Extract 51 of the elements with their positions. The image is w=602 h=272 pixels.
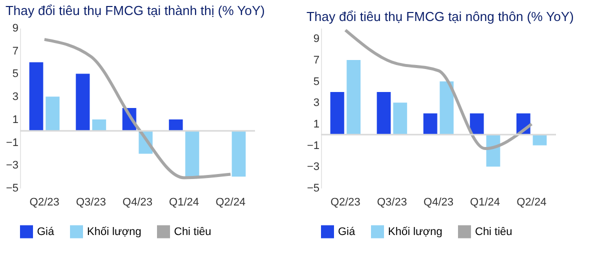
chart-title: Thay đổi tiêu thụ FMCG tại nông thôn (% YoY) (306, 9, 574, 24)
y-tick-label: 7 (12, 45, 18, 58)
y-tick-label: −3 (306, 161, 320, 174)
y-tick-label: 5 (12, 68, 18, 80)
legend-label: Chi tiêu (475, 226, 512, 238)
x-tick-label: Q3/23 (376, 196, 407, 208)
y-tick-label: −5 (6, 182, 18, 194)
bar (393, 102, 408, 135)
line-series (42, 38, 232, 180)
bar (376, 92, 391, 135)
y-tick-label: −5 (306, 182, 320, 194)
y-tick-label: 1 (12, 114, 18, 126)
y-tick-label: 9 (12, 22, 18, 34)
bar (330, 92, 344, 135)
x-tick-label: Q2/24 (216, 196, 246, 208)
x-tick-label: Q4/23 (122, 196, 152, 208)
y-tick-label: 5 (313, 76, 320, 88)
y-tick-label: 3 (12, 91, 18, 104)
legend-label: Giá (338, 226, 356, 238)
legend-label: Giá (37, 226, 55, 238)
bar (29, 62, 44, 131)
x-tick-label: Q3/23 (76, 196, 106, 208)
legend-label: Khối lượng (87, 226, 142, 238)
bar (76, 74, 90, 131)
bar (470, 113, 484, 135)
legend-label: Khối lượng (388, 226, 442, 238)
y-tick-label: −1 (306, 140, 320, 152)
x-tick-label: Q2/24 (516, 196, 547, 208)
x-tick-label: Q4/23 (424, 196, 454, 208)
x-tick-label: Q1/24 (470, 196, 500, 208)
bar (346, 60, 361, 135)
y-tick-label: 7 (313, 54, 320, 66)
legend-label: Chi tiêu (174, 226, 212, 238)
bar (423, 113, 438, 135)
bar (46, 96, 60, 131)
bar (232, 130, 246, 177)
bar (168, 119, 183, 131)
bar (440, 81, 454, 135)
y-tick-label: −3 (6, 160, 18, 172)
y-tick-label: 3 (313, 97, 320, 110)
line-series (344, 28, 534, 150)
bar (185, 130, 200, 177)
x-tick-label: Q2/23 (330, 196, 360, 208)
x-tick-label: Q1/24 (169, 196, 200, 208)
y-tick-label: −1 (6, 136, 18, 149)
y-tick-label: 1 (313, 118, 320, 130)
chart-title: Thay đổi tiêu thụ FMCG tại thành thị (% YoY) (5, 3, 265, 18)
bar (92, 119, 106, 131)
bar (532, 134, 547, 146)
y-tick-label: 9 (313, 33, 320, 46)
x-tick-label: Q2/23 (29, 196, 60, 208)
